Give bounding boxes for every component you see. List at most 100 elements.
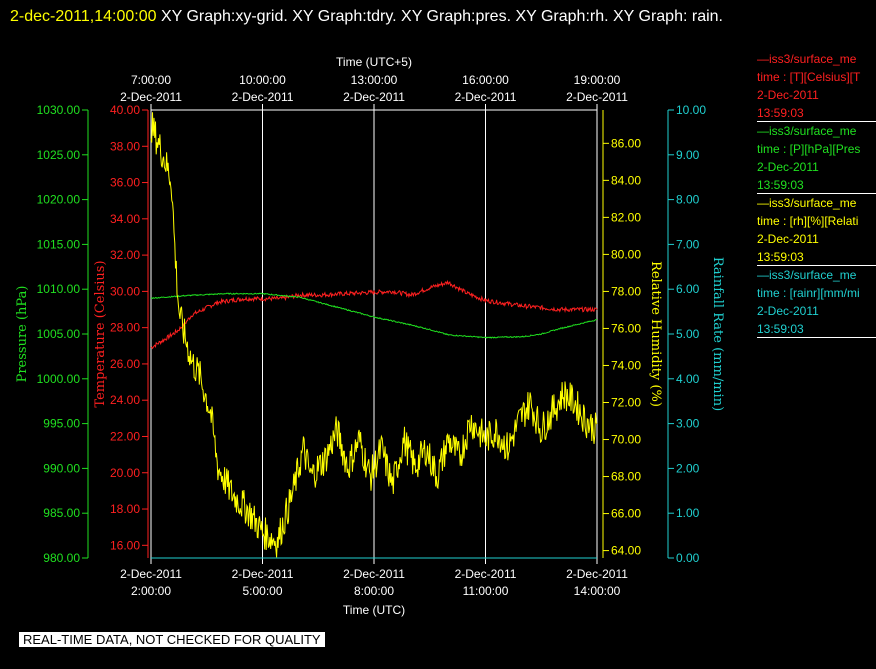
temperature-tick-label: 32.00	[110, 248, 140, 262]
legend-entry-line: 13:59:03	[757, 250, 804, 264]
pressure-tick-label: 990.00	[43, 461, 80, 475]
legend-entry-line: 13:59:03	[757, 322, 804, 336]
humidity-tick-label: 84.00	[611, 173, 641, 187]
rain-tick-label: 9.00	[676, 148, 700, 162]
x2-tick-label: 2-Dec-2011	[120, 90, 182, 104]
x2-axis-label: Time (UTC+5)	[336, 55, 412, 69]
x2-tick-label: 2-Dec-2011	[566, 90, 628, 104]
rain-tick-label: 2.00	[676, 461, 700, 475]
temperature-tick-label: 20.00	[110, 466, 140, 480]
x2-tick-label: 13:00:00	[351, 73, 398, 87]
graph-title: 2-dec-2011,14:00:00 XY Graph:xy-grid. XY…	[10, 4, 860, 30]
humidity-tick-label: 82.00	[611, 210, 641, 224]
rain-tick-label: 3.00	[676, 417, 700, 431]
humidity-series-line	[150, 112, 598, 558]
x2-tick-label: 2-Dec-2011	[343, 90, 405, 104]
legend-entry-line: —iss3/surface_me	[757, 268, 857, 282]
legend-entry-line: 2-Dec-2011	[757, 304, 819, 318]
temperature-tick-label: 22.00	[110, 429, 140, 443]
pressure-tick-label: 1005.00	[37, 327, 81, 341]
humidity-tick-label: 86.00	[611, 136, 641, 150]
rain-tick-label: 0.00	[676, 551, 700, 565]
legend-divider	[757, 193, 876, 194]
legend-divider	[757, 265, 876, 266]
x-axis-label: Time (UTC)	[343, 603, 405, 617]
temperature-tick-label: 36.00	[110, 176, 140, 190]
x-tick-label: 2-Dec-2011	[232, 567, 294, 581]
x-tick-label: 14:00:00	[574, 584, 621, 598]
x2-tick-label: 2-Dec-2011	[455, 90, 517, 104]
pressure-tick-label: 995.00	[43, 417, 80, 431]
humidity-tick-label: 74.00	[611, 358, 641, 372]
pressure-tick-label: 1015.00	[37, 237, 81, 251]
temperature-tick-label: 40.00	[110, 103, 140, 117]
x2-tick-label: 10:00:00	[239, 73, 286, 87]
pressure-tick-label: 985.00	[43, 506, 80, 520]
humidity-tick-label: 72.00	[611, 395, 641, 409]
temperature-tick-label: 24.00	[110, 393, 140, 407]
legend-entry-line: 2-Dec-2011	[757, 88, 819, 102]
temperature-tick-label: 38.00	[110, 139, 140, 153]
legend-entry-line: —iss3/surface_me	[757, 52, 857, 66]
pressure-axis-label: Pressure (hPa)	[15, 286, 30, 383]
pressure-tick-label: 980.00	[43, 551, 80, 565]
pressure-tick-label: 1025.00	[37, 148, 81, 162]
x-tick-label: 11:00:00	[463, 584, 509, 598]
temperature-tick-label: 16.00	[110, 538, 140, 552]
x2-tick-label: 7:00:00	[131, 73, 171, 87]
pressure-tick-label: 1000.00	[37, 372, 81, 386]
pressure-series-line	[150, 292, 598, 339]
title-text: XY Graph:xy-grid. XY Graph:tdry. XY Grap…	[160, 8, 723, 25]
humidity-tick-label: 78.00	[611, 284, 641, 298]
legend-entry-line: —iss3/surface_me	[757, 196, 857, 210]
legend-divider	[757, 337, 876, 338]
temperature-tick-label: 30.00	[110, 284, 140, 298]
rain-tick-label: 6.00	[676, 282, 700, 296]
legend-entry-line: time : [P][hPa][Pres	[757, 142, 861, 156]
humidity-tick-label: 80.00	[611, 247, 641, 261]
pressure-tick-label: 1020.00	[37, 193, 81, 207]
legend-entry-line: 2-Dec-2011	[757, 232, 819, 246]
rain-tick-label: 7.00	[676, 237, 700, 251]
rain-tick-label: 8.00	[676, 193, 700, 207]
x-tick-label: 5:00:00	[242, 584, 282, 598]
x-tick-label: 2-Dec-2011	[120, 567, 182, 581]
quality-warning-banner: REAL-TIME DATA, NOT CHECKED FOR QUALITY	[19, 632, 325, 647]
rain-tick-label: 5.00	[676, 327, 700, 341]
legend-divider	[757, 121, 876, 122]
legend-entry-line: 13:59:03	[757, 178, 804, 192]
x2-tick-label: 19:00:00	[574, 73, 621, 87]
legend-entry-line: —iss3/surface_me	[757, 124, 857, 138]
humidity-tick-label: 70.00	[611, 433, 641, 447]
humidity-tick-label: 76.00	[611, 321, 641, 335]
pressure-tick-label: 1010.00	[37, 282, 81, 296]
rain-axis-label: Rainfall Rate (mm/min)	[710, 257, 725, 411]
temperature-tick-label: 26.00	[110, 357, 140, 371]
rain-tick-label: 4.00	[676, 372, 700, 386]
legend-entry-line: time : [rh][%][Relati	[757, 214, 859, 228]
humidity-tick-label: 66.00	[611, 507, 641, 521]
humidity-axis-label: Relative Humidity (%)	[648, 261, 663, 407]
rain-tick-label: 1.00	[676, 506, 700, 520]
legend-entry-line: 13:59:03	[757, 106, 804, 120]
x-tick-label: 2:00:00	[131, 584, 171, 598]
temperature-series-line	[150, 279, 598, 350]
title-timestamp: 2-dec-2011,14:00:00	[10, 8, 157, 25]
rain-tick-label: 10.00	[676, 103, 706, 117]
pressure-tick-label: 1030.00	[37, 103, 81, 117]
temperature-axis-label: Temperature (Celsius)	[93, 260, 108, 407]
x-tick-label: 2-Dec-2011	[566, 567, 628, 581]
temperature-tick-label: 34.00	[110, 212, 140, 226]
legend-entry-line: 2-Dec-2011	[757, 160, 819, 174]
x2-tick-label: 2-Dec-2011	[232, 90, 294, 104]
legend-entry-line: time : [T][Celsius][T	[757, 70, 861, 84]
humidity-tick-label: 68.00	[611, 470, 641, 484]
legend-entry-line: time : [rainr][mm/mi	[757, 286, 860, 300]
x-tick-label: 2-Dec-2011	[455, 567, 517, 581]
temperature-tick-label: 18.00	[110, 502, 140, 516]
